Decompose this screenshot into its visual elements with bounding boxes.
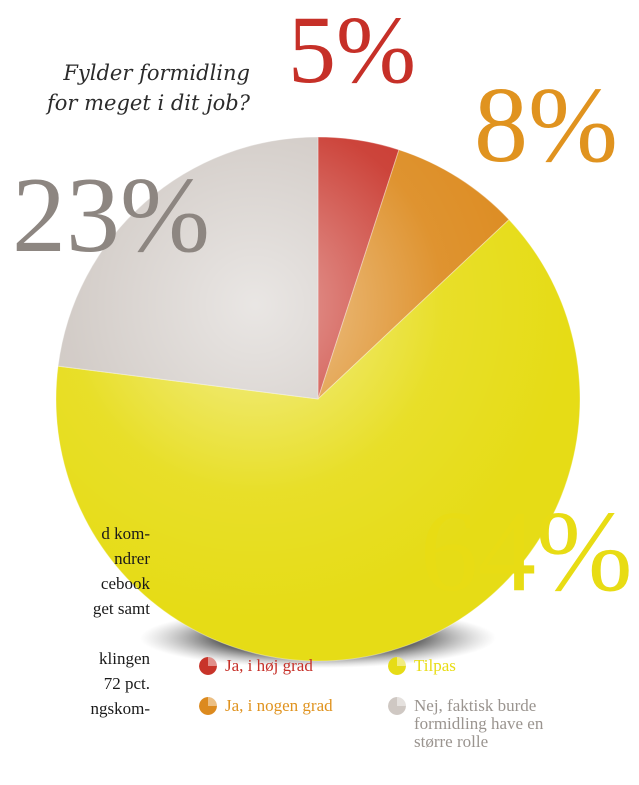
body-text-line: klingen	[99, 649, 150, 668]
body-text-line: ndrer	[114, 549, 150, 568]
legend-pie-graphic	[199, 697, 217, 715]
legend-label-line: Nej, faktisk burde	[414, 696, 537, 715]
slice-label-nej: 23%	[12, 156, 210, 275]
chart-title-line-2: for meget i dit job?	[47, 91, 250, 115]
legend-pie-icon	[388, 697, 406, 715]
legend-label: Nej, faktisk burde formidling have en st…	[414, 697, 584, 751]
slice-label-ja-i-hoej-grad: 5%	[288, 0, 416, 103]
legend-pie-graphic	[388, 697, 406, 715]
body-text-line: cebook	[100, 574, 150, 593]
body-text-line: get samt	[92, 599, 150, 618]
legend-label: Ja, i høj grad	[225, 656, 313, 675]
body-text-fragment: d kom- ndrer cebook get samt klingen 72 …	[0, 521, 151, 721]
body-text-line: d kom-	[101, 524, 150, 543]
body-text-line: 72 pct.	[103, 674, 150, 693]
chart-title-line-1: Fylder formidling	[63, 61, 250, 85]
legend-label-line: større rolle	[414, 732, 489, 751]
legend-label-line: formidling have en	[414, 714, 544, 733]
chart-title: Fylder formidling for meget i dit job?	[40, 58, 250, 118]
legend-pie-icon	[199, 697, 217, 715]
slice-label-ja-i-nogen-grad: 8%	[474, 66, 618, 185]
legend-label: Tilpas	[414, 656, 456, 675]
legend-pie-icon	[199, 657, 217, 675]
body-text-line	[0, 621, 150, 646]
legend-pie-graphic	[388, 657, 406, 675]
slice-label-tilpas: 64%	[420, 488, 633, 616]
legend-pie-icon	[388, 657, 406, 675]
legend-label: Ja, i nogen grad	[225, 696, 333, 715]
body-text-line: ngskom-	[90, 699, 151, 718]
legend-pie-graphic	[199, 657, 217, 675]
